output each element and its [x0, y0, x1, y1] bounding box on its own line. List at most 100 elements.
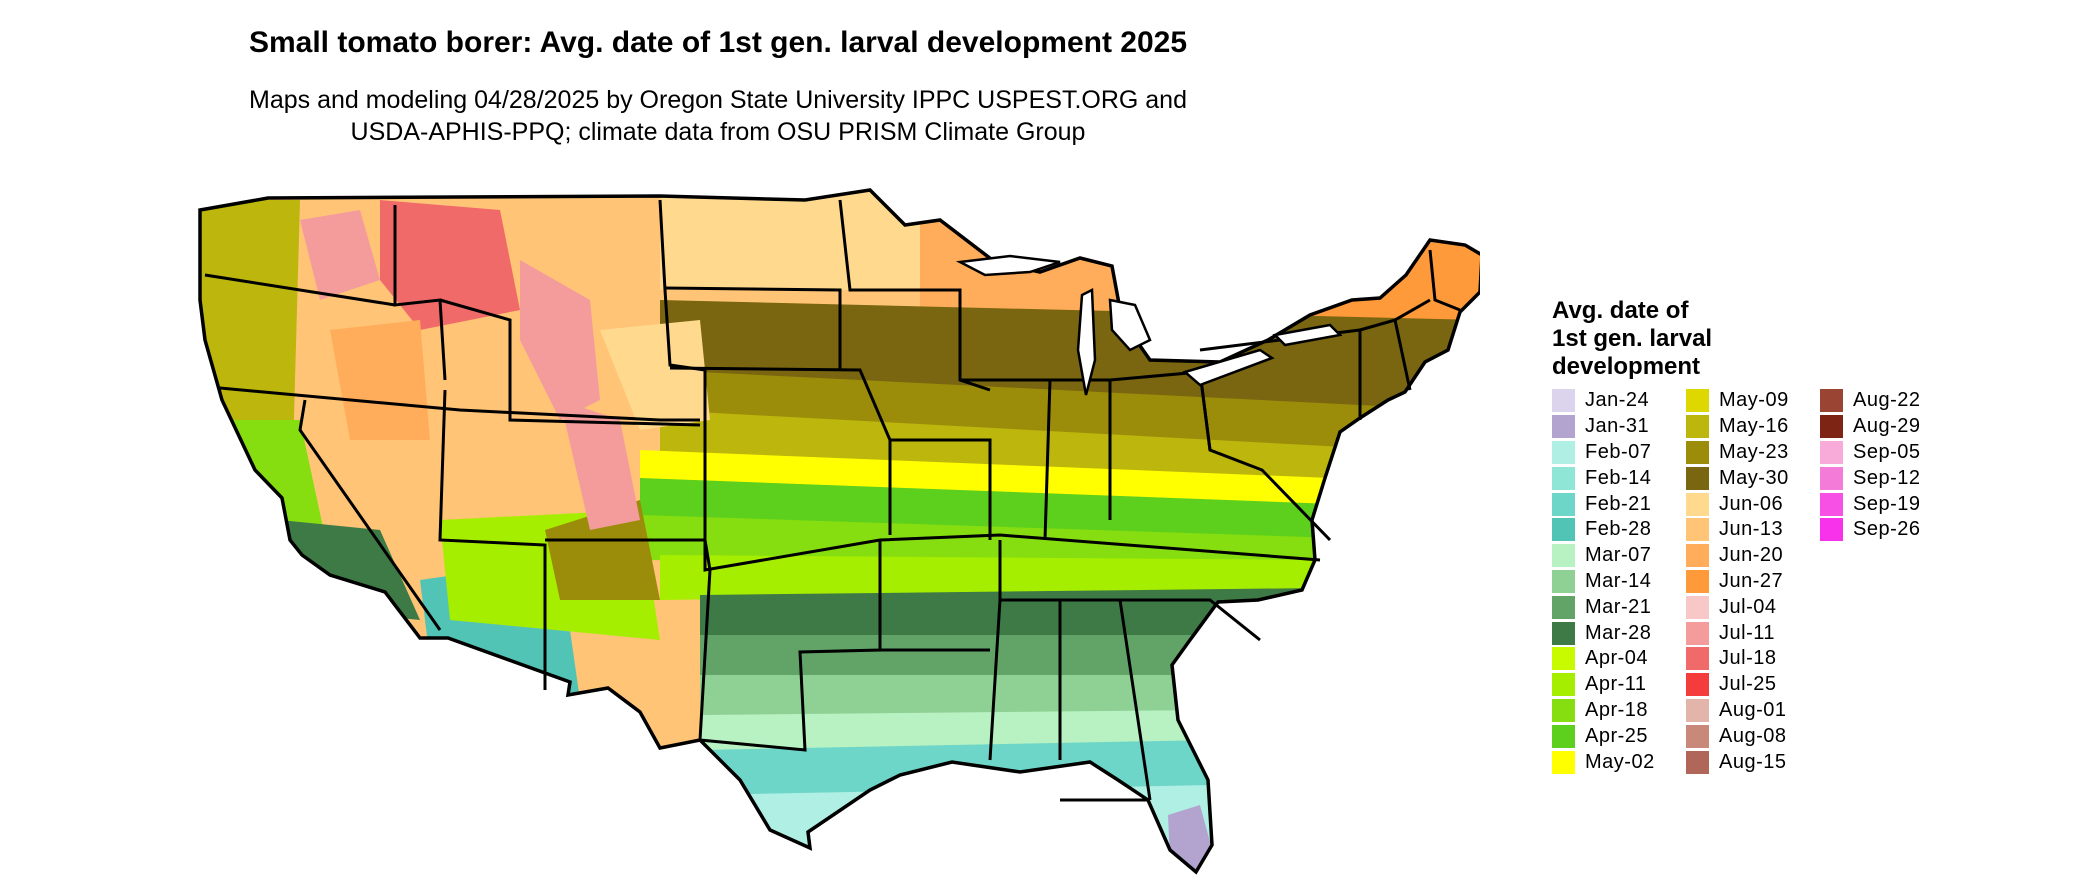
legend-swatch	[1686, 750, 1709, 774]
us-map	[198, 188, 1480, 875]
legend-label: Sep-19	[1853, 492, 1921, 515]
legend-swatch	[1686, 595, 1709, 619]
legend-swatch	[1820, 492, 1843, 516]
map-title: Small tomato borer: Avg. date of 1st gen…	[248, 26, 1188, 59]
legend-column: Aug-22 Aug-29 Sep-05 Sep-12 Sep-19 Sep-26	[1820, 388, 1948, 775]
legend-label: Feb-14	[1585, 466, 1652, 489]
legend-column: Jan-24 Jan-31 Feb-07 Feb-14 Feb-21 Feb-28 Mar-…	[1552, 388, 1680, 775]
legend-swatch	[1686, 544, 1709, 568]
legend-item: Jun-27	[1686, 569, 1814, 595]
legend-swatch	[1686, 440, 1709, 464]
legend-item: Aug-22	[1820, 388, 1948, 414]
legend-label: Apr-11	[1585, 673, 1647, 696]
legend-swatch	[1552, 750, 1575, 774]
legend-swatch	[1686, 724, 1709, 748]
legend-swatch	[1686, 698, 1709, 722]
legend-item: Jan-24	[1552, 388, 1680, 414]
legend-swatch	[1686, 673, 1709, 697]
legend-swatch	[1552, 440, 1575, 464]
great-lakes	[955, 254, 1343, 396]
legend-item: Mar-07	[1552, 543, 1680, 569]
legend-item: Jan-31	[1552, 414, 1680, 440]
legend-swatch	[1686, 647, 1709, 671]
legend-item: Apr-18	[1552, 698, 1680, 724]
legend-label: May-30	[1719, 466, 1789, 489]
legend-item: May-09	[1686, 388, 1814, 414]
legend-swatch	[1686, 492, 1709, 516]
legend-label: Jul-25	[1719, 673, 1777, 696]
legend-label: Jun-13	[1719, 518, 1784, 541]
legend-item: Sep-26	[1820, 517, 1948, 543]
legend-label: Aug-01	[1719, 698, 1787, 721]
legend-item: Feb-07	[1552, 440, 1680, 466]
legend-label: May-23	[1719, 440, 1789, 463]
legend-label: Jan-24	[1585, 389, 1650, 412]
legend-swatch	[1820, 518, 1843, 542]
legend-swatch	[1686, 621, 1709, 645]
legend-swatch	[1552, 544, 1575, 568]
legend-title: Avg. date of 1st gen. larval development	[1552, 297, 1713, 380]
legend-swatch	[1552, 518, 1575, 542]
legend-item: Jun-06	[1686, 491, 1814, 517]
legend-swatch	[1820, 389, 1843, 413]
legend-item: Jul-25	[1686, 672, 1814, 698]
legend-item: May-16	[1686, 414, 1814, 440]
legend-item: Apr-04	[1552, 646, 1680, 672]
legend-item: Sep-12	[1820, 465, 1948, 491]
legend-label: Aug-29	[1853, 415, 1921, 438]
legend-item: Jul-04	[1686, 594, 1814, 620]
legend-label: Mar-21	[1585, 595, 1652, 618]
map-subtitle: Maps and modeling 04/28/2025 by Oregon S…	[0, 84, 1436, 148]
legend-item: Feb-14	[1552, 465, 1680, 491]
legend-swatch	[1552, 492, 1575, 516]
legend-swatch	[1552, 466, 1575, 490]
legend-item: Mar-14	[1552, 569, 1680, 595]
legend-label: Mar-14	[1585, 569, 1652, 592]
legend-label: Feb-28	[1585, 518, 1652, 541]
legend-swatch	[1552, 647, 1575, 671]
legend-label: Sep-12	[1853, 466, 1921, 489]
legend-label: Jan-31	[1585, 415, 1650, 438]
legend-item: Aug-15	[1686, 749, 1814, 775]
legend-label: Jul-11	[1719, 621, 1775, 644]
legend-item: Aug-29	[1820, 414, 1948, 440]
legend-item: Mar-28	[1552, 620, 1680, 646]
legend-label: Sep-05	[1853, 440, 1921, 463]
legend-swatch	[1552, 389, 1575, 413]
legend-item: Feb-21	[1552, 491, 1680, 517]
legend-label: Apr-18	[1585, 698, 1649, 721]
legend-label: Aug-22	[1853, 389, 1921, 412]
legend-label: May-16	[1719, 415, 1789, 438]
legend-swatch	[1686, 415, 1709, 439]
subtitle-line-1: Maps and modeling 04/28/2025 by Oregon S…	[249, 86, 1187, 114]
legend-swatch	[1686, 389, 1709, 413]
legend-label: Jul-18	[1719, 647, 1777, 670]
legend-item: May-30	[1686, 465, 1814, 491]
legend-label: Feb-07	[1585, 440, 1652, 463]
legend-swatch	[1552, 673, 1575, 697]
legend-label: Mar-28	[1585, 621, 1652, 644]
legend-item: Sep-05	[1820, 440, 1948, 466]
legend-swatch	[1820, 415, 1843, 439]
legend-label: Jul-04	[1719, 595, 1777, 618]
legend-label: Mar-07	[1585, 544, 1652, 567]
legend-label: Apr-04	[1585, 647, 1649, 670]
legend-swatch	[1552, 595, 1575, 619]
legend-label: Jun-06	[1719, 492, 1784, 515]
legend-item: Mar-21	[1552, 594, 1680, 620]
legend-label: Jun-20	[1719, 544, 1784, 567]
legend-label: Aug-08	[1719, 724, 1787, 747]
legend-item: Feb-28	[1552, 517, 1680, 543]
legend-item: Apr-11	[1552, 672, 1680, 698]
legend-item: May-02	[1552, 749, 1680, 775]
legend-item: Jun-20	[1686, 543, 1814, 569]
legend-item: Jun-13	[1686, 517, 1814, 543]
legend-item: May-23	[1686, 440, 1814, 466]
legend-swatch	[1552, 415, 1575, 439]
legend-column: May-09 May-16 May-23 May-30 Jun-06 Jun-13 Jun-…	[1686, 388, 1814, 775]
legend-swatch	[1552, 698, 1575, 722]
legend: Jan-24 Jan-31 Feb-07 Feb-14 Feb-21 Feb-28 Mar-…	[1552, 388, 1948, 775]
legend-swatch	[1686, 518, 1709, 542]
legend-swatch	[1552, 569, 1575, 593]
legend-label: Apr-25	[1585, 724, 1649, 747]
